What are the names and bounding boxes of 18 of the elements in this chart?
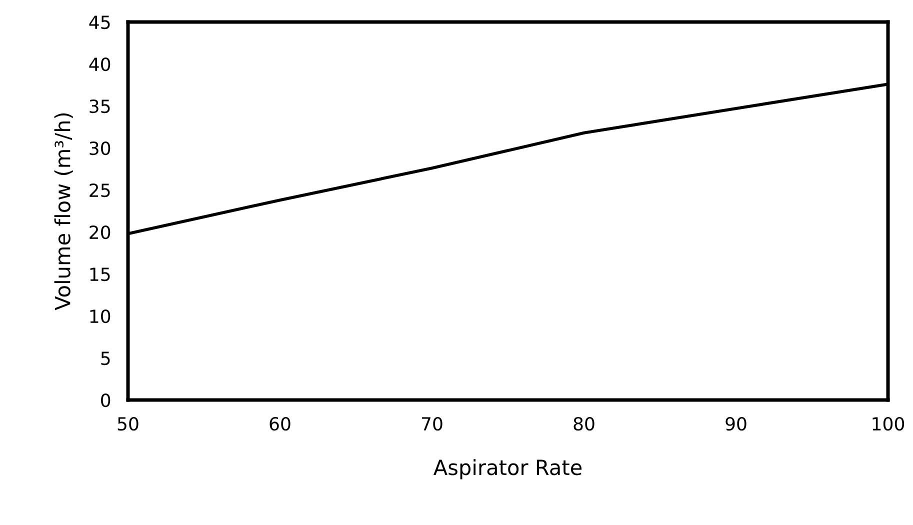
x-tick-label: 70 bbox=[422, 416, 442, 431]
y-tick-label: 0 bbox=[101, 393, 110, 408]
y-tick-label: 20 bbox=[90, 225, 110, 240]
y-tick-label: 35 bbox=[90, 99, 110, 114]
y-tick-label: 45 bbox=[89, 16, 110, 30]
y-tick-label: 25 bbox=[90, 183, 110, 198]
y-tick-label: 10 bbox=[90, 309, 110, 324]
x-tick-label: 100 bbox=[872, 416, 904, 431]
x-tick-label: 90 bbox=[726, 416, 746, 431]
y-tick-label: 15 bbox=[90, 268, 110, 282]
x-tick-label: 80 bbox=[574, 416, 594, 431]
y-tick-label: 40 bbox=[89, 57, 110, 72]
x-axis-title: Aspirator Rate bbox=[434, 459, 582, 480]
y-tick-label: 30 bbox=[90, 141, 110, 156]
y-axis-title: Volume flow (m³/h) bbox=[54, 113, 73, 310]
x-tick-label: 50 bbox=[118, 416, 138, 431]
y-tick-label: 5 bbox=[101, 352, 110, 366]
x-tick-label: 60 bbox=[270, 416, 290, 431]
